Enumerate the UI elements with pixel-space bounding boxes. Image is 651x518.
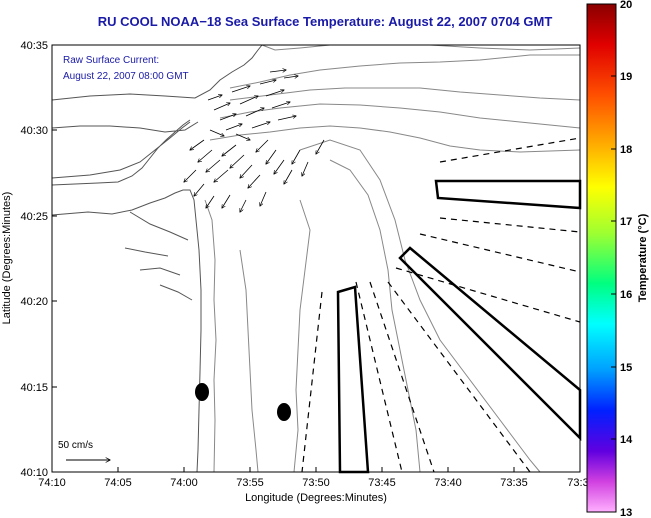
colorbar-tick-label: 16	[620, 289, 632, 301]
x-tick-label: 73:40	[434, 477, 462, 489]
colorbar-tick-label: 18	[620, 144, 632, 156]
current-vectors	[184, 70, 325, 212]
x-tick-label: 73:3	[567, 477, 588, 489]
scale-label: 50 cm/s	[58, 440, 93, 451]
colorbar-tick-label: 14	[620, 434, 633, 446]
coastline	[51, 44, 263, 473]
x-tick-label: 74:00	[170, 477, 198, 489]
y-tick-label: 40:15	[20, 382, 48, 394]
x-tick-label: 73:50	[302, 477, 330, 489]
colorbar-tick-label: 15	[620, 362, 632, 374]
y-tick-label: 40:30	[20, 125, 48, 137]
x-axis-label: Longitude (Degrees:Minutes)	[245, 492, 387, 504]
colorbar-tick-label: 20	[620, 0, 632, 11]
radar-beams	[301, 137, 581, 473]
colorbar-label: Temperature (°C)	[637, 213, 649, 302]
y-axis-label: Latitude (Degrees:Minutes)	[1, 192, 13, 325]
y-tick-label: 40:20	[20, 296, 48, 308]
y-tick-label: 40:25	[20, 211, 48, 223]
x-tick-label: 73:45	[368, 477, 396, 489]
map-title: RU COOL NOAA−18 Sea Surface Temperature:…	[97, 14, 553, 29]
x-tick-label: 74:05	[104, 477, 132, 489]
annotation-line-2: August 22, 2007 08:00 GMT	[63, 71, 189, 82]
y-tick-label: 40:35	[20, 40, 48, 52]
colorbar-tick-label: 13	[620, 507, 632, 518]
x-tick-label: 73:35	[500, 477, 528, 489]
plot-area: 50 cm/s	[51, 44, 582, 474]
mooring-marker	[195, 383, 209, 401]
colorbar: 20 19 18 17 16 15 14 13 Temperature (°C)	[586, 0, 649, 518]
x-tick-label: 73:55	[236, 477, 264, 489]
mooring-marker	[277, 403, 291, 421]
colorbar-tick-label: 17	[620, 216, 632, 228]
annotation-line-1: Raw Surface Current:	[63, 55, 160, 66]
y-tick-label: 40:10	[20, 467, 48, 479]
x-tick-label: 74:10	[38, 477, 66, 489]
colorbar-tick-label: 19	[620, 71, 632, 83]
